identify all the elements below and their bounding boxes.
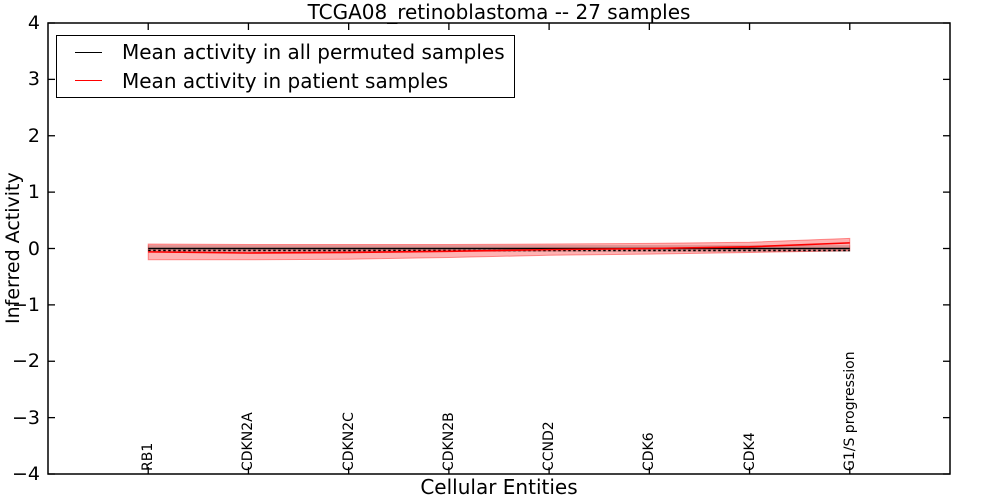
y-axis-title: Inferred Activity bbox=[2, 172, 24, 324]
legend-line-sample-red-icon bbox=[75, 80, 102, 82]
x-axis-title: Cellular Entities bbox=[420, 475, 578, 499]
legend-item-patient: Mean activity in patient samples bbox=[75, 67, 514, 95]
legend-label-patient: Mean activity in patient samples bbox=[122, 68, 449, 93]
chart-title: TCGA08_retinoblastoma -- 27 samples bbox=[307, 0, 691, 24]
legend: Mean activity in all permuted samples Me… bbox=[56, 35, 515, 98]
legend-item-permuted: Mean activity in all permuted samples bbox=[75, 38, 514, 66]
legend-label-permuted: Mean activity in all permuted samples bbox=[122, 40, 505, 65]
legend-line-sample-black-icon bbox=[75, 51, 102, 53]
